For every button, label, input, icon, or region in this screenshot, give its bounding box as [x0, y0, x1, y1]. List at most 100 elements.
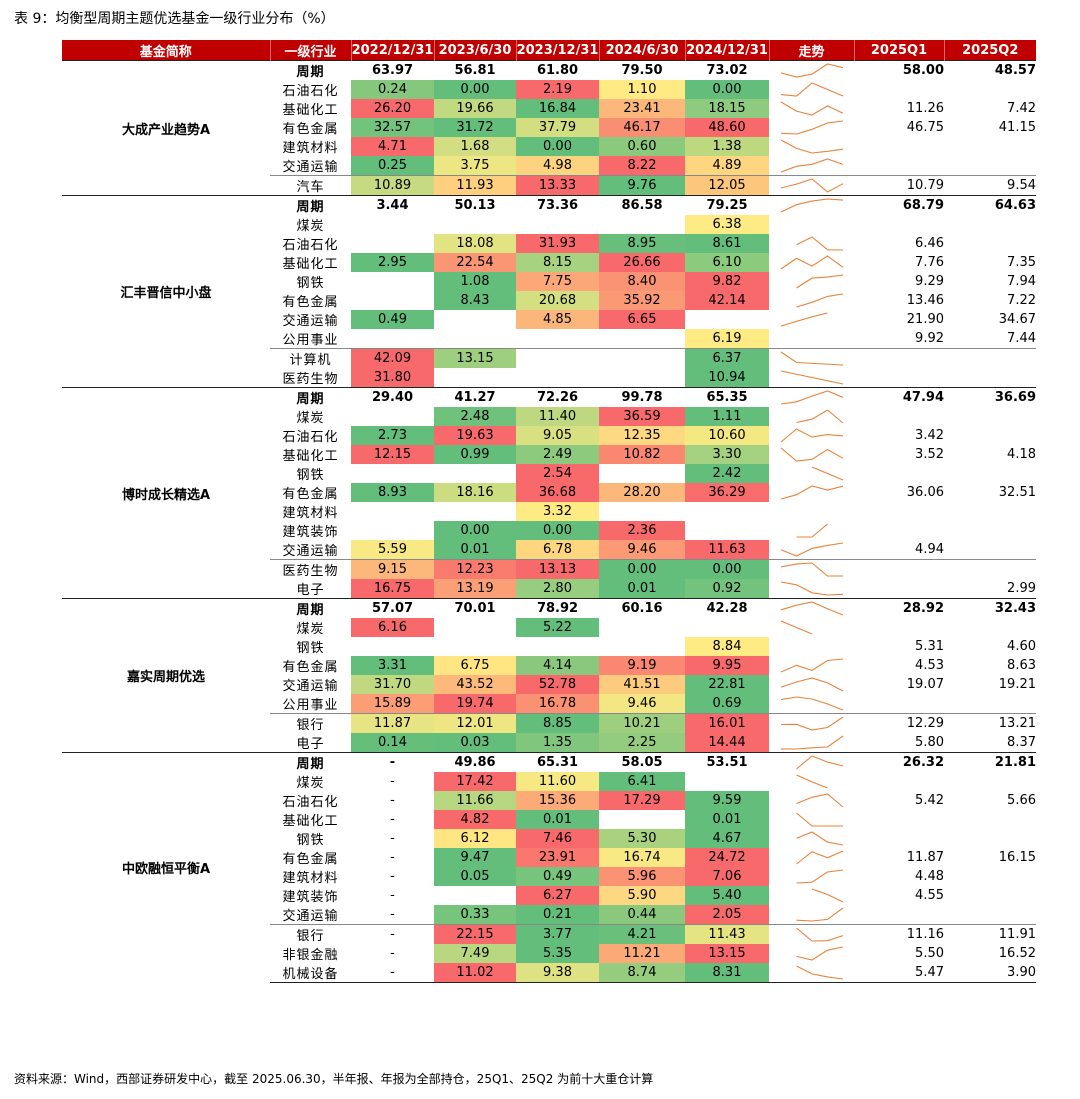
value-cell: 15.89 — [351, 694, 434, 714]
trend-cell — [769, 156, 854, 176]
table-row: 医药生物 31.80 10.94 — [62, 368, 1036, 388]
value-cell: 6.41 — [599, 772, 685, 791]
table-row: 有色金属 32.57 31.72 37.79 46.17 48.60 46.75 41.15 — [62, 118, 1036, 137]
value-cell: 2.80 — [516, 579, 599, 599]
quarter-q1-cell — [854, 905, 944, 925]
table-row: 公用事业 15.89 19.74 16.78 9.46 0.69 — [62, 694, 1036, 714]
industry-label: 石油石化 — [282, 238, 339, 253]
value-cell: 58.05 — [599, 752, 685, 772]
trend-cell — [769, 291, 854, 310]
header-2022-12: 2022/12/31 — [350, 40, 434, 61]
value-cell: 31.80 — [351, 368, 434, 388]
value-cell — [516, 215, 599, 234]
value-cell: 0.03 — [434, 733, 516, 753]
table-row: 钢铁 - 6.12 7.46 5.30 4.67 — [62, 829, 1036, 848]
value-cell: 12.35 — [599, 426, 685, 445]
value-cell: 65.35 — [685, 387, 769, 407]
quarter-q1-cell — [854, 579, 944, 599]
value-cell: 5.90 — [599, 886, 685, 905]
trend-cell — [769, 791, 854, 810]
table-row: 基础化工 -4.82 0.01 0.01 — [62, 810, 1036, 829]
table-row: 基础化工 12.15 0.99 2.49 10.82 3.30 3.52 4.18 — [62, 445, 1036, 464]
trend-cell — [769, 848, 854, 867]
value-cell: 79.25 — [685, 195, 769, 215]
value-cell: 56.81 — [434, 60, 516, 80]
trend-line — [795, 812, 843, 827]
trend-sparkline — [795, 831, 843, 846]
value-cell: - — [390, 850, 395, 865]
value-cell — [351, 329, 434, 349]
value-cell: 2.49 — [516, 445, 599, 464]
value-cell: 8.93 — [351, 483, 434, 502]
trend-sparkline — [780, 658, 843, 673]
value-cell: 2.48 — [434, 407, 516, 426]
trend-sparkline — [795, 850, 843, 865]
value-cell: 73.02 — [685, 60, 769, 80]
trend-line — [780, 447, 843, 462]
value-cell: 65.31 — [516, 752, 599, 772]
value-cell — [351, 464, 434, 483]
industry-label: 机械设备 — [270, 963, 351, 983]
industry-label: 钢铁 — [296, 641, 325, 656]
value-cell: 36.29 — [685, 483, 769, 502]
value-cell: 13.19 — [434, 579, 516, 599]
quarter-q2-cell — [944, 368, 1036, 388]
industry-label: 煤炭 — [296, 219, 325, 234]
trend-line — [780, 101, 843, 116]
industry-label: 建筑材料 — [282, 506, 339, 521]
value-cell: 4.82 — [434, 810, 516, 829]
trend-cell — [769, 426, 854, 445]
trend-line — [780, 370, 843, 385]
quarter-q2-cell — [944, 521, 1036, 540]
value-cell: 70.01 — [434, 598, 516, 618]
industry-label: 周期 — [270, 598, 351, 618]
value-cell: - — [351, 963, 434, 983]
quarter-q2-cell: 48.57 — [944, 60, 1036, 80]
trend-cell — [769, 272, 854, 291]
value-cell: 9.46 — [599, 540, 685, 560]
trend-line — [780, 696, 843, 711]
value-cell: 99.78 — [599, 387, 685, 407]
value-cell — [599, 215, 685, 234]
quarter-q2-cell: 5.66 — [1007, 793, 1036, 808]
quarter-q1-cell: 19.07 — [906, 677, 944, 692]
value-cell: 36.68 — [516, 483, 599, 502]
quarter-q1-cell: 10.79 — [854, 175, 944, 196]
value-cell: 11.60 — [516, 772, 599, 791]
industry-label: 石油石化 — [282, 84, 339, 99]
quarter-q1-cell: 5.42 — [915, 793, 944, 808]
trend-sparkline — [780, 581, 843, 596]
value-cell: 41.51 — [599, 675, 685, 694]
table-row: 石油石化 18.08 31.93 8.95 8.61 6.46 — [62, 234, 1036, 253]
quarter-q2-cell — [944, 80, 1036, 99]
value-cell — [685, 521, 769, 540]
quarter-q2-cell: 7.94 — [1007, 274, 1036, 289]
quarter-q2-cell: 7.35 — [1007, 255, 1036, 270]
trend-sparkline — [780, 198, 843, 213]
industry-label: 有色金属 — [282, 660, 339, 675]
table-row: 建筑装饰 0.00 0.00 2.36 — [62, 521, 1036, 540]
trend-line — [780, 485, 843, 500]
value-cell: 52.78 — [516, 675, 599, 694]
value-cell: 26.66 — [599, 253, 685, 272]
value-cell: 42.14 — [685, 291, 769, 310]
quarter-q2-cell — [944, 694, 1036, 714]
trend-sparkline — [795, 965, 843, 980]
value-cell: - — [390, 812, 395, 827]
value-cell: 6.78 — [516, 540, 599, 560]
industry-label: 钢铁 — [296, 833, 325, 848]
value-cell: 0.00 — [516, 137, 599, 156]
industry-label: 有色金属 — [282, 852, 339, 867]
value-cell: 42.28 — [685, 598, 769, 618]
value-cell: 3.32 — [516, 502, 599, 521]
trend-sparkline — [780, 428, 843, 443]
table-row: 煤炭 2.48 11.40 36.59 1.11 — [62, 407, 1036, 426]
trend-line — [780, 158, 843, 173]
cycle-row: 中欧融恒平衡A 周期 -49.86 65.31 58.05 53.51 26.32 21.81 — [62, 752, 1036, 983]
value-cell: 11.43 — [685, 924, 769, 944]
header-2024-06: 2024/6/30 — [598, 40, 685, 61]
value-cell: 60.16 — [599, 598, 685, 618]
header-2023-06: 2023/6/30 — [433, 40, 516, 61]
industry-label: 石油石化 — [282, 430, 339, 445]
value-cell — [351, 521, 434, 540]
